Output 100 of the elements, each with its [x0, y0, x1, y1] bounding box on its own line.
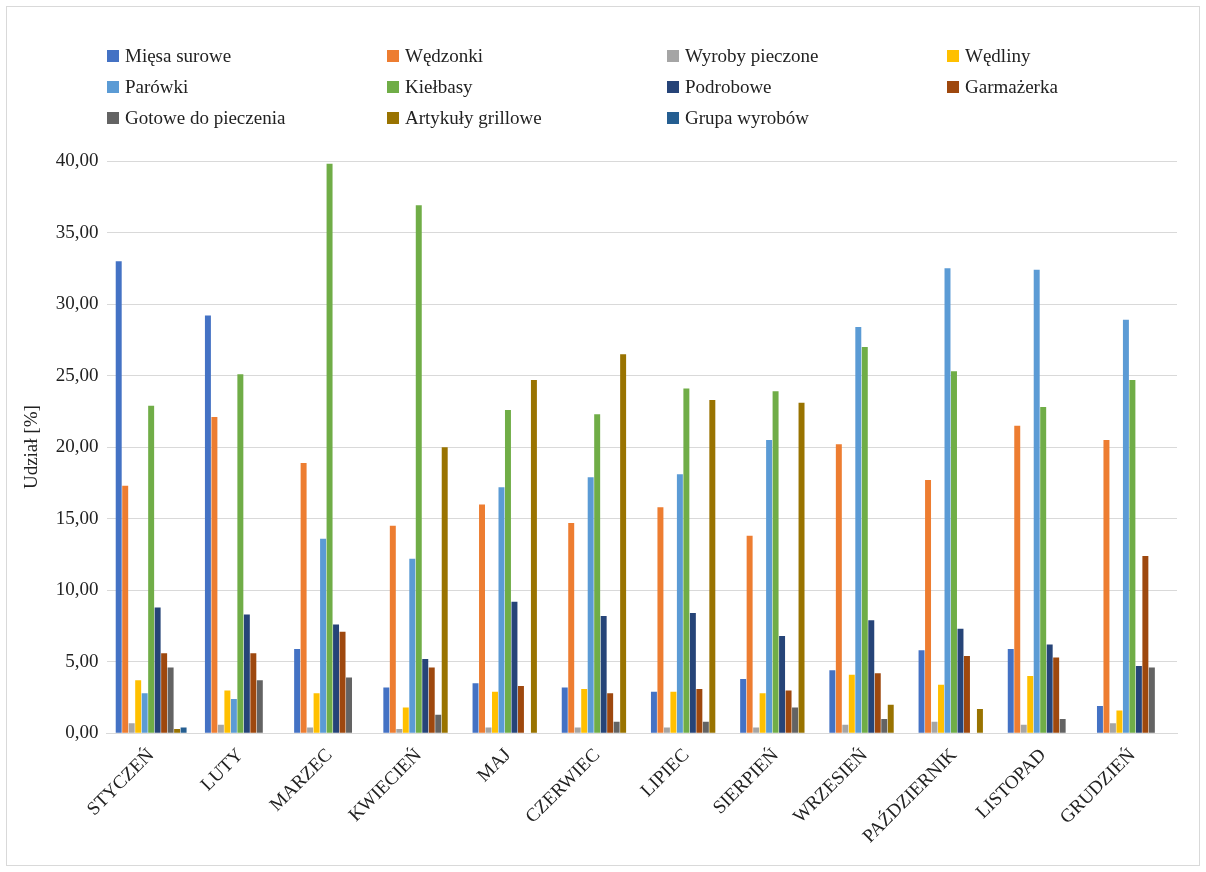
bar [530, 379, 537, 733]
bar [1007, 648, 1014, 733]
bar [167, 667, 174, 733]
y-tick-label: 5,00 [65, 649, 99, 671]
bar [676, 474, 683, 733]
bar [128, 723, 135, 733]
bar [517, 686, 524, 733]
bar [402, 707, 409, 733]
bar [887, 704, 894, 733]
bar [740, 678, 747, 733]
bar [938, 684, 944, 733]
bar [746, 535, 753, 733]
bar [1135, 666, 1142, 733]
y-tick-label: 10,00 [55, 578, 99, 600]
bar [1116, 710, 1123, 733]
bar [951, 371, 957, 733]
bar [963, 656, 970, 733]
bar [1148, 667, 1155, 733]
bar [211, 417, 218, 733]
bar [835, 444, 842, 733]
bar [498, 487, 505, 733]
legend-label: Kiełbasy [405, 76, 473, 98]
bar [670, 691, 677, 733]
bar [441, 447, 448, 733]
bar [250, 653, 257, 733]
bar [650, 691, 657, 733]
bar [581, 688, 588, 733]
bar [976, 708, 983, 733]
bar [1014, 425, 1021, 733]
bar [422, 658, 429, 733]
bar [141, 693, 148, 733]
bar [709, 399, 716, 733]
bar [122, 485, 129, 733]
bar [409, 558, 416, 733]
bar [492, 691, 498, 733]
legend-label: Mięsa surowe [125, 45, 232, 67]
bar [855, 326, 862, 733]
bar [620, 354, 627, 733]
bar [243, 614, 250, 733]
bar [294, 648, 301, 733]
bar [568, 522, 575, 733]
bar [383, 687, 390, 733]
bar [600, 615, 607, 733]
bar [1046, 644, 1053, 733]
bar [594, 414, 601, 733]
bar [607, 693, 614, 733]
legend-label: Grupa wyrobów [685, 107, 810, 129]
legend-label: Artykuły grillowe [405, 107, 542, 129]
legend-label: Wędliny [965, 45, 1031, 67]
bar [613, 721, 620, 733]
bar [1059, 718, 1066, 733]
y-tick-label: 25,00 [55, 363, 99, 385]
bar [333, 624, 340, 733]
bar [829, 670, 836, 733]
bar [696, 688, 703, 733]
bar [779, 636, 786, 733]
bar [1129, 379, 1136, 733]
bar [472, 683, 479, 733]
bar [848, 674, 855, 733]
legend-label: Parówki [125, 76, 189, 98]
bar [753, 727, 760, 733]
bar [174, 729, 181, 733]
bar [428, 667, 435, 733]
bar [1020, 724, 1027, 733]
bar [180, 727, 187, 733]
bar [1033, 269, 1040, 733]
bar [230, 698, 237, 733]
y-axis-title: Udział [%] [20, 405, 42, 490]
y-tick-label: 15,00 [55, 506, 99, 528]
bar [204, 315, 211, 733]
bar [587, 477, 594, 733]
legend-label: Podrobowe [685, 76, 772, 98]
bar [148, 405, 155, 733]
bar [389, 525, 396, 733]
bar [346, 677, 353, 733]
bar [504, 409, 511, 733]
bar [868, 620, 875, 733]
bar [479, 504, 485, 733]
bar [861, 347, 868, 733]
bar [320, 538, 327, 733]
legend-label: Gotowe do pieczenia [125, 107, 286, 129]
bar [874, 673, 881, 733]
y-tick-label: 35,00 [55, 220, 99, 242]
bar [785, 690, 792, 733]
bar [1122, 319, 1129, 733]
bar [925, 480, 932, 733]
bar [161, 653, 168, 733]
bar [1096, 706, 1103, 733]
bar [1103, 440, 1110, 733]
bar [689, 613, 696, 733]
bar [115, 261, 122, 733]
bar [657, 507, 664, 733]
bar [1027, 676, 1034, 733]
bar [154, 607, 161, 733]
bar [702, 721, 709, 733]
legend-label: Wędzonki [405, 45, 484, 67]
bar [1142, 555, 1149, 733]
bar [1040, 407, 1047, 733]
bar [256, 680, 263, 733]
bar [881, 718, 888, 733]
